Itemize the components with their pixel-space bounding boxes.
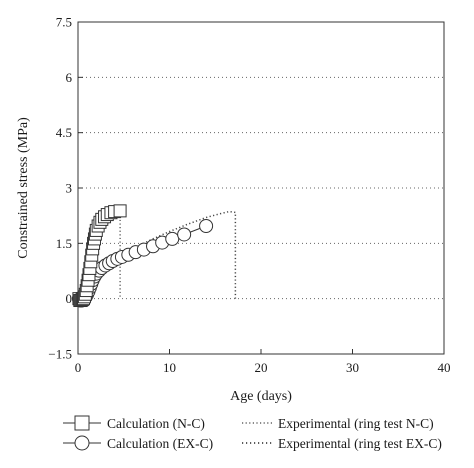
y-tick-label: 4.5 (56, 125, 72, 140)
legend-square-marker (74, 415, 90, 431)
x-tick-label: 40 (438, 360, 451, 375)
x-tick-label: 30 (346, 360, 359, 375)
legend-label-exp-exc: Experimental (ring test EX-C) (278, 436, 442, 451)
x-axis-title: Age (days) (230, 389, 292, 404)
legend-label-calc-nc: Calculation (N-C) (107, 416, 205, 431)
y-tick-label: 1.5 (56, 236, 72, 251)
y-tick-label: 6 (66, 70, 73, 85)
axis-ticks: −1.501.534.567.50 10 20 30 40 (48, 15, 450, 376)
y-tick-label: 0 (66, 291, 73, 306)
grid-lines (78, 76, 444, 300)
data-point-circle (165, 231, 180, 246)
data-point-circle (199, 218, 214, 233)
series-0 (72, 204, 127, 308)
plot-frame (77, 21, 445, 355)
legend-label-exp-nc: Experimental (ring test N-C) (278, 416, 434, 431)
x-tick-label: 10 (163, 360, 176, 375)
x-tick-label: 20 (255, 360, 268, 375)
y-tick-label: 7.5 (56, 15, 72, 30)
series-layer (71, 204, 237, 308)
legend-label-calc-exc: Calculation (EX-C) (107, 436, 213, 451)
data-point-square (113, 204, 127, 218)
legend: Calculation (N-C) Calculation (EX-C) Exp… (63, 415, 442, 451)
legend-circle-marker (74, 435, 90, 451)
y-tick-label: 3 (66, 181, 73, 196)
x-tick-label: 0 (75, 360, 82, 375)
y-axis-title: Constrained stress (MPa) (16, 117, 31, 259)
y-tick-label: −1.5 (48, 347, 72, 362)
data-point-circle (177, 227, 192, 242)
